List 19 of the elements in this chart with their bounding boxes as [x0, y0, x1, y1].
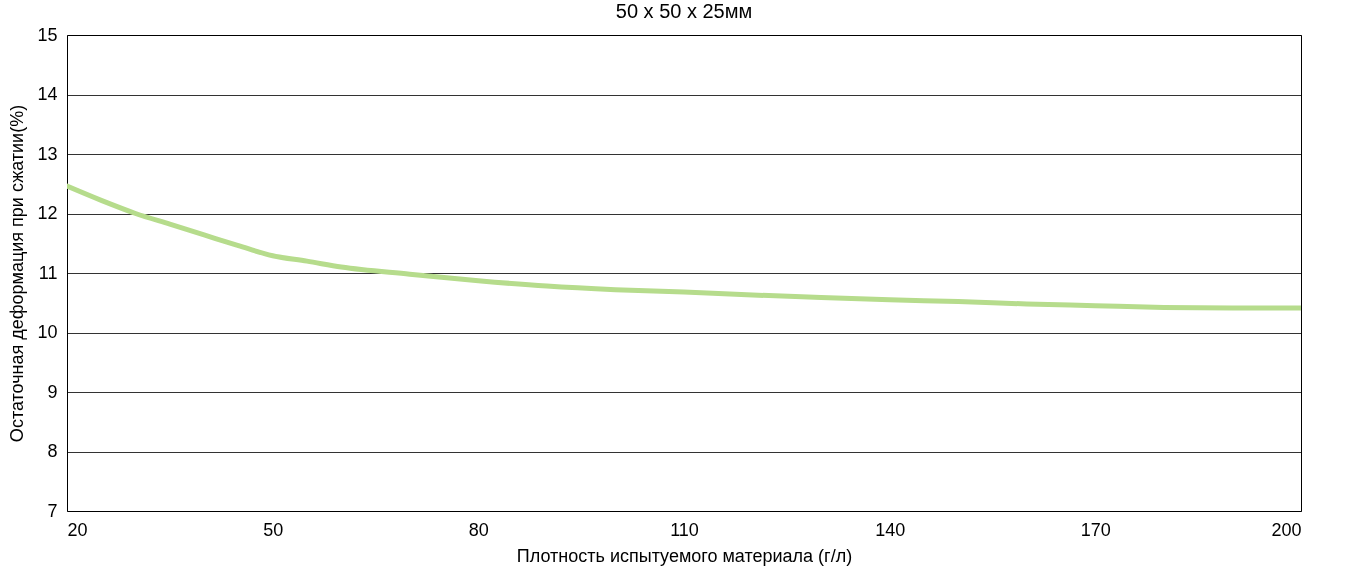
y-tick-label: 14: [37, 84, 58, 104]
x-axis-title: Плотность испытуемого материала (г/л): [516, 545, 853, 566]
y-tick-label: 8: [47, 441, 58, 461]
y-tick-label: 11: [38, 262, 58, 283]
y-tick-label: 7: [47, 500, 58, 521]
chart-title: 50 x 50 x 25мм: [615, 0, 753, 22]
y-tick-label: 15: [37, 24, 58, 45]
x-tick-label: 170: [1080, 519, 1111, 540]
y-tick-label: 9: [47, 381, 58, 402]
x-tick-label: 50: [263, 519, 284, 540]
x-tick-label: 80: [468, 519, 489, 540]
x-tick-label: 110: [670, 519, 699, 540]
y-axis-title: Остаточная деформация при сжатии(%): [7, 104, 28, 443]
x-tick-label: 140: [875, 519, 906, 540]
x-tick-label: 200: [1271, 519, 1302, 540]
y-tick-label: 10: [37, 322, 58, 342]
x-tick-label: 20: [67, 519, 88, 540]
y-tick-label: 12: [37, 203, 58, 223]
y-tick-label: 13: [37, 143, 58, 164]
